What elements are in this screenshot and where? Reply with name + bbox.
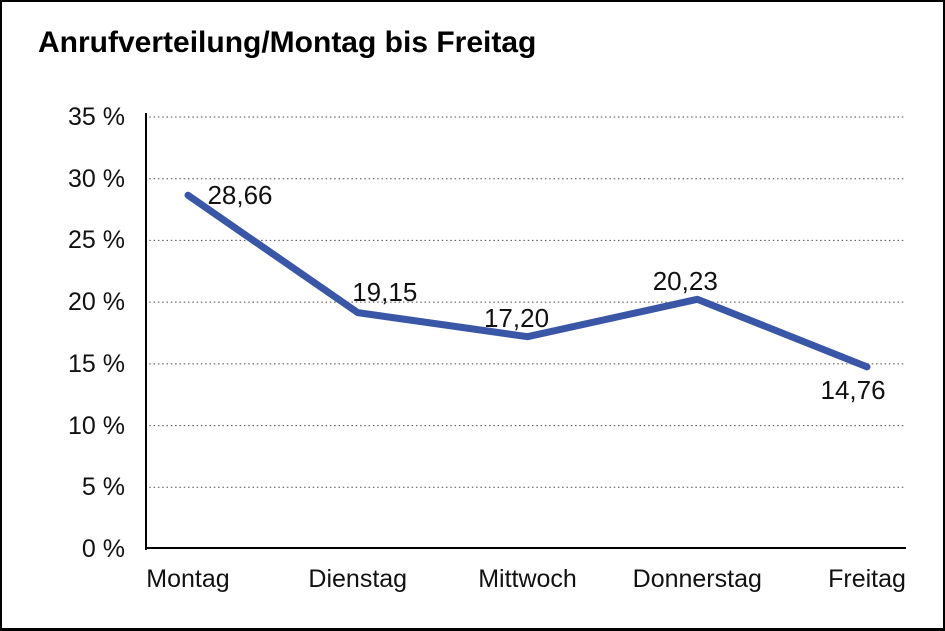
x-axis-category-label: Dienstag (308, 565, 408, 593)
y-axis-tick-label: 0 % (81, 535, 125, 563)
y-axis-tick-label: 25 % (68, 226, 125, 255)
point-value-label: 20,23 (652, 266, 718, 297)
y-axis-tick-label: 35 % (68, 103, 125, 131)
y-axis-tick-label: 30 % (68, 164, 125, 193)
line-chart-svg (145, 113, 906, 550)
x-axis-category-label: Mittwoch (478, 565, 577, 593)
point-value-label: 19,15 (352, 276, 418, 307)
x-axis-category-label: Donnerstag (632, 565, 762, 593)
chart-title: Anrufverteilung/Montag bis Freitag (38, 26, 537, 59)
x-axis-category-label: Freitag (828, 565, 906, 593)
x-axis-category-label: Montag (146, 565, 230, 593)
y-axis-tick-label: 5 % (81, 473, 125, 502)
y-axis-tick-label: 10 % (68, 411, 125, 440)
data-line (184, 191, 871, 371)
y-axis-tick-label: 15 % (68, 349, 125, 378)
point-value-label: 28,66 (207, 180, 273, 211)
y-axis-tick-label: 20 % (68, 288, 125, 317)
point-value-label: 17,20 (483, 302, 550, 333)
point-value-label: 14,76 (820, 374, 886, 405)
plot-area: 28,66 19,15 17,20 20,23 14,76 (145, 113, 906, 550)
